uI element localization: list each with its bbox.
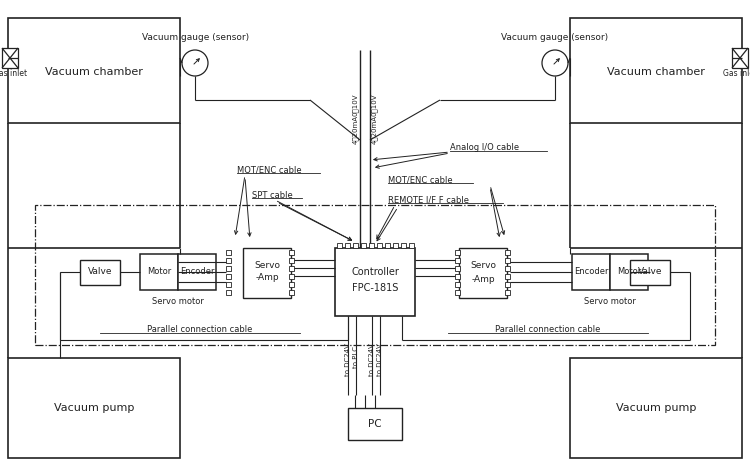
Bar xyxy=(35,205,715,345)
Bar xyxy=(505,290,510,295)
Text: -Amp: -Amp xyxy=(255,274,279,283)
Text: Parallel connection cable: Parallel connection cable xyxy=(495,325,601,334)
Bar xyxy=(455,290,460,295)
Text: Vacuum chamber: Vacuum chamber xyxy=(45,67,143,77)
Bar xyxy=(337,243,342,248)
Bar xyxy=(226,290,231,295)
Bar xyxy=(393,243,398,248)
Text: Servo motor: Servo motor xyxy=(584,297,636,306)
Bar xyxy=(8,358,180,458)
Bar xyxy=(2,48,18,68)
Bar xyxy=(335,248,415,316)
Text: Parallel connection cable: Parallel connection cable xyxy=(147,325,253,334)
Bar xyxy=(570,18,742,123)
Text: Gas inlet: Gas inlet xyxy=(0,70,27,78)
Bar xyxy=(455,282,460,287)
Bar xyxy=(455,274,460,279)
Text: MOT/ENC cable: MOT/ENC cable xyxy=(237,165,302,175)
Bar xyxy=(401,243,406,248)
Bar xyxy=(455,266,460,271)
Bar xyxy=(80,260,120,285)
Bar xyxy=(226,282,231,287)
Text: -Amp: -Amp xyxy=(471,276,495,284)
Bar xyxy=(505,274,510,279)
Bar xyxy=(8,18,180,123)
Text: to DC24V: to DC24V xyxy=(345,344,351,376)
Text: Vacuum gauge (sensor): Vacuum gauge (sensor) xyxy=(502,34,608,42)
Bar xyxy=(361,243,366,248)
Text: Encoder: Encoder xyxy=(180,268,214,276)
Bar xyxy=(572,254,610,290)
Text: MOT/ENC cable: MOT/ENC cable xyxy=(388,176,452,184)
Bar xyxy=(226,274,231,279)
Bar xyxy=(455,250,460,255)
Bar xyxy=(505,250,510,255)
Bar xyxy=(348,408,402,440)
Text: Servo: Servo xyxy=(254,262,280,270)
Text: Valve: Valve xyxy=(638,268,662,276)
Text: Analog I/O cable: Analog I/O cable xyxy=(450,143,519,153)
Text: Servo motor: Servo motor xyxy=(152,297,204,306)
Text: Vacuum pump: Vacuum pump xyxy=(616,403,696,413)
Bar xyxy=(289,250,294,255)
Bar xyxy=(409,243,414,248)
Text: Vacuum pump: Vacuum pump xyxy=(54,403,134,413)
Text: Motor: Motor xyxy=(616,268,641,276)
Bar xyxy=(505,258,510,263)
Bar xyxy=(369,243,374,248)
Bar xyxy=(385,243,390,248)
Text: Controller: Controller xyxy=(351,267,399,277)
Bar xyxy=(505,266,510,271)
Bar xyxy=(178,254,216,290)
Text: PC: PC xyxy=(368,419,382,429)
Bar xyxy=(289,266,294,271)
Text: 0～10V: 0～10V xyxy=(370,94,377,116)
Bar xyxy=(455,258,460,263)
Bar xyxy=(732,48,748,68)
Bar xyxy=(289,282,294,287)
Text: 0～10V: 0～10V xyxy=(352,94,358,116)
Text: SPT cable: SPT cable xyxy=(252,191,292,199)
Bar xyxy=(140,254,178,290)
Bar xyxy=(226,258,231,263)
Bar xyxy=(289,258,294,263)
Bar xyxy=(345,243,350,248)
Bar xyxy=(459,248,507,298)
Bar xyxy=(505,282,510,287)
Text: Motor: Motor xyxy=(147,268,171,276)
Text: Vacuum chamber: Vacuum chamber xyxy=(607,67,705,77)
Text: Vacuum gauge (sensor): Vacuum gauge (sensor) xyxy=(142,34,250,42)
Text: 4～20mA: 4～20mA xyxy=(370,115,377,144)
Text: FPC-181S: FPC-181S xyxy=(352,283,398,293)
Bar xyxy=(243,248,291,298)
Bar xyxy=(630,260,670,285)
Text: Servo: Servo xyxy=(470,262,496,270)
Text: 4～20mA: 4～20mA xyxy=(352,115,358,144)
Bar xyxy=(289,274,294,279)
Text: Gas inlet: Gas inlet xyxy=(723,70,750,78)
Text: REMOTE I/F F cable: REMOTE I/F F cable xyxy=(388,196,469,205)
Bar xyxy=(610,254,648,290)
Text: Encoder: Encoder xyxy=(574,268,608,276)
Bar xyxy=(226,266,231,271)
Bar xyxy=(289,290,294,295)
Bar xyxy=(570,358,742,458)
Bar xyxy=(353,243,358,248)
Bar xyxy=(226,250,231,255)
Text: Valve: Valve xyxy=(88,268,112,276)
Text: to DC24V: to DC24V xyxy=(377,344,383,376)
Bar xyxy=(377,243,382,248)
Text: to PLC: to PLC xyxy=(353,346,359,368)
Text: to DC24V: to DC24V xyxy=(369,344,375,376)
